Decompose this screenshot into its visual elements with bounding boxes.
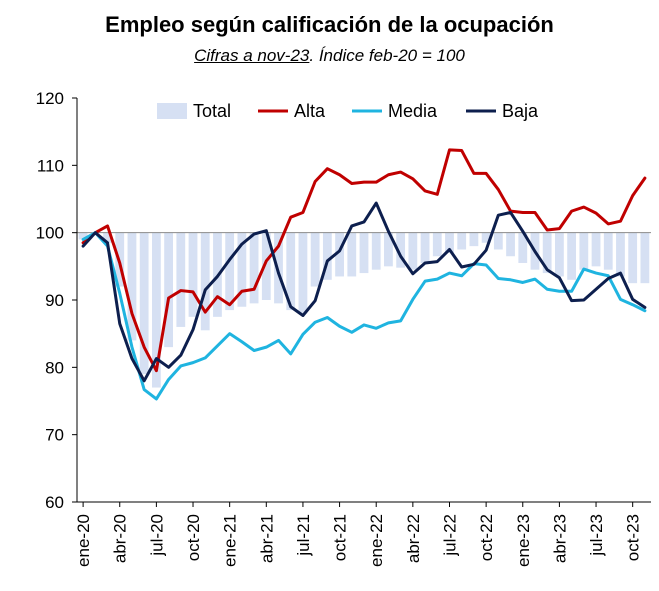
y-tick-label-100: 100 <box>36 224 64 243</box>
subtitle-index-note: . Índice feb-20 = 100 <box>309 46 465 65</box>
y-tick-labels: 60 70 80 90 100 110 120 <box>36 89 64 512</box>
x-tick-label-ene-21: ene-21 <box>221 514 240 567</box>
x-tick-label-oct-21: oct-21 <box>331 514 350 561</box>
y-tick-label-110: 110 <box>37 156 64 175</box>
bar-total-sep-23 <box>616 232 625 277</box>
chart-title: Empleo según calificación de la ocupació… <box>105 12 554 37</box>
bar-total-nov-22 <box>493 232 503 250</box>
bar-total-abr-21 <box>261 232 271 300</box>
bar-total-oct-21 <box>335 232 344 277</box>
bar-total-dic-21 <box>359 232 369 274</box>
axes <box>72 97 651 507</box>
bar-total-mar-21 <box>249 232 259 304</box>
bar-total-mar-23 <box>542 232 552 274</box>
bar-total-abr-23 <box>555 232 564 277</box>
x-tick-label-oct-22: oct-22 <box>477 514 496 561</box>
x-tick-label-ene-22: ene-22 <box>367 514 386 567</box>
bar-total-nov-20 <box>200 232 210 331</box>
bar-total-mar-22 <box>396 232 406 268</box>
bar-total-sep-22 <box>469 232 479 247</box>
bar-total-feb-22 <box>384 232 393 267</box>
bar-total-ago-21 <box>310 232 320 287</box>
bar-total-abr-22 <box>408 232 418 270</box>
legend-label-alta: Alta <box>294 101 326 121</box>
bar-total-jun-22 <box>432 232 442 257</box>
bar-total-ene-20 <box>78 232 88 240</box>
x-tick-label-jul-21: jul-21 <box>294 514 313 557</box>
bar-total-may-23 <box>567 232 577 280</box>
line-alta <box>81 148 647 373</box>
x-tick-label-jul-20: jul-20 <box>147 514 166 557</box>
bar-total-oct-20 <box>188 232 198 317</box>
subtitle-date: Cifras a nov-23 <box>194 46 310 65</box>
y-tick-label-70: 70 <box>45 426 64 445</box>
x-tick-label-ene-23: ene-23 <box>514 514 533 567</box>
bar-total-ago-22 <box>457 232 467 250</box>
x-tick-label-abr-22: abr-22 <box>404 514 423 563</box>
x-tick-label-oct-20: oct-20 <box>184 514 203 561</box>
line-media <box>81 231 647 401</box>
bar-total-jun-20 <box>139 232 149 375</box>
bar-total-dic-22 <box>506 232 515 257</box>
x-tick-label-ene-20: ene-20 <box>74 514 93 567</box>
bar-total-sep-20 <box>176 232 186 327</box>
bar-total-ene-23 <box>518 232 528 263</box>
x-tick-label-abr-20: abr-20 <box>111 514 130 563</box>
bar-total-may-22 <box>420 232 430 263</box>
bar-total-nov-21 <box>347 232 357 277</box>
bar-total-ene-22 <box>371 232 381 270</box>
bar-total-jun-23 <box>579 232 589 270</box>
bar-total-jul-21 <box>298 232 308 314</box>
x-tick-label-abr-23: abr-23 <box>550 514 569 563</box>
legend: Total Alta Media Baja <box>157 101 539 121</box>
legend-label-media: Media <box>388 101 438 121</box>
bar-total-jul-23 <box>591 232 601 267</box>
bar-total-ago-23 <box>603 232 613 270</box>
y-tick-label-60: 60 <box>45 493 64 512</box>
x-tick-labels: ene-20 abr-20 jul-20 oct-20 ene-21 abr-21 jul-… <box>74 514 643 567</box>
legend-label-total: Total <box>193 101 231 121</box>
bar-total-ene-21 <box>225 232 235 311</box>
bar-total-nov-23 <box>640 232 650 284</box>
bar-total-mar-20 <box>103 232 112 243</box>
legend-label-baja: Baja <box>502 101 539 121</box>
chart-subtitle: Cifras a nov-23. Índice feb-20 = 100 <box>0 46 659 66</box>
bar-total-sep-21 <box>322 232 332 280</box>
bar-total-may-20 <box>127 232 137 341</box>
bar-total-feb-21 <box>237 232 247 307</box>
series-lines <box>81 148 647 401</box>
x-tick-label-oct-23: oct-23 <box>624 514 643 561</box>
x-tick-label-jul-23: jul-23 <box>587 514 606 557</box>
bar-total-ago-20 <box>164 232 173 348</box>
y-tick-label-90: 90 <box>45 291 64 310</box>
x-tick-label-jul-22: jul-22 <box>440 514 459 557</box>
bar-total-oct-23 <box>628 232 638 284</box>
bar-total-oct-22 <box>481 232 491 243</box>
bar-total-jul-22 <box>445 232 454 253</box>
line-baja <box>81 201 647 383</box>
y-tick-label-80: 80 <box>45 358 64 377</box>
x-tick-label-abr-21: abr-21 <box>257 514 276 563</box>
y-tick-label-120: 120 <box>36 89 64 108</box>
bar-total-jul-20 <box>151 232 161 388</box>
bar-total-jun-21 <box>286 232 296 311</box>
legend-swatch-total <box>157 103 187 119</box>
